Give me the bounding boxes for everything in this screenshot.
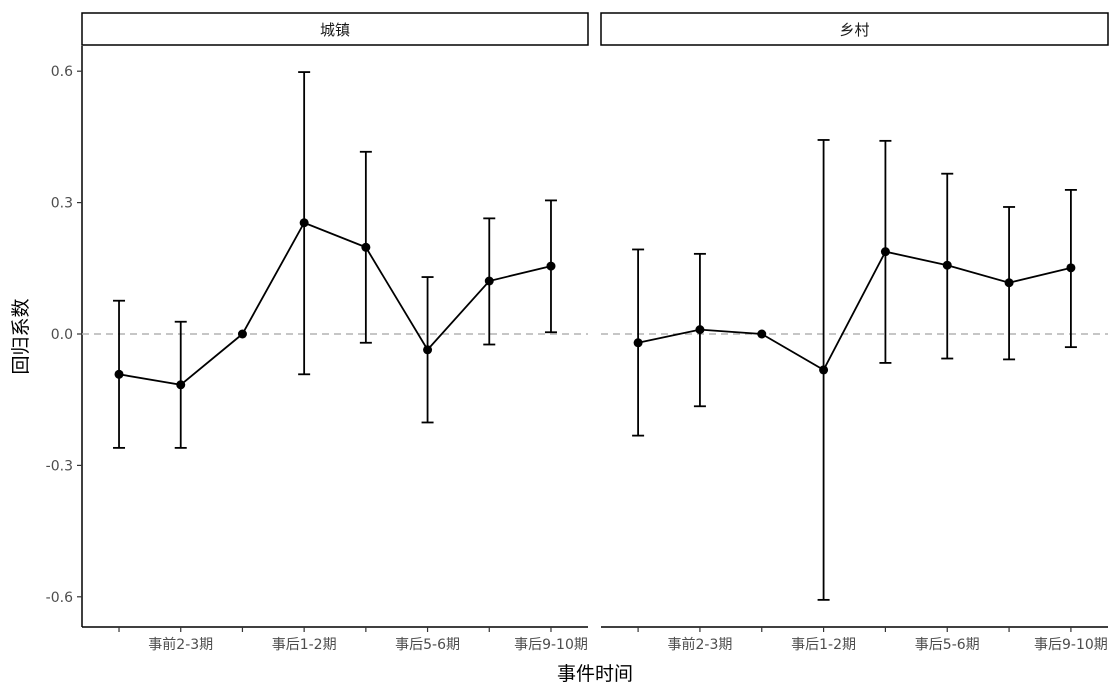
estimate-point bbox=[819, 365, 829, 375]
estimate-point bbox=[757, 329, 767, 339]
x-tick-label: 事前2-3期 bbox=[148, 636, 213, 653]
y-axis-title: 回归系数 bbox=[10, 298, 32, 374]
estimate-line bbox=[637, 250, 1072, 372]
estimate-point bbox=[942, 260, 952, 270]
y-tick-label: 0.3 bbox=[51, 196, 73, 212]
estimate-point bbox=[880, 247, 890, 257]
facet-strip bbox=[81, 12, 589, 46]
estimate-point bbox=[176, 380, 186, 390]
estimate-point bbox=[1004, 278, 1014, 288]
x-axis-title: 事件时间 bbox=[557, 663, 633, 685]
estimate-point bbox=[484, 276, 494, 286]
y-tick-label: -0.3 bbox=[46, 458, 73, 474]
y-tick-label: -0.6 bbox=[46, 590, 73, 606]
estimate-point bbox=[237, 329, 247, 339]
x-tick-label: 事后5-6期 bbox=[395, 637, 460, 653]
facet-strip-title: 城镇 bbox=[320, 21, 350, 39]
estimate-point bbox=[299, 218, 309, 228]
estimate-point bbox=[695, 325, 705, 335]
x-tick-label: 事后1-2期 bbox=[791, 637, 856, 653]
x-tick-label: 事后5-6期 bbox=[915, 637, 980, 653]
y-tick-label: 0.6 bbox=[51, 64, 73, 80]
x-tick-label: 事前2-3期 bbox=[667, 636, 732, 653]
estimate-point bbox=[633, 338, 643, 348]
estimate-point bbox=[361, 242, 371, 252]
x-tick-label: 事后9-10期 bbox=[514, 637, 588, 653]
x-tick-label: 事后9-10期 bbox=[1034, 637, 1108, 653]
facet-strip bbox=[600, 12, 1109, 46]
estimate-point bbox=[1066, 263, 1076, 273]
facet-strip-title: 乡村 bbox=[839, 21, 869, 39]
estimate-point bbox=[423, 345, 433, 355]
estimate-line bbox=[118, 221, 552, 386]
estimate-point bbox=[114, 369, 124, 379]
y-tick-label: 0.0 bbox=[51, 327, 73, 343]
x-tick-label: 事后1-2期 bbox=[272, 637, 337, 653]
estimate-point bbox=[546, 261, 556, 271]
